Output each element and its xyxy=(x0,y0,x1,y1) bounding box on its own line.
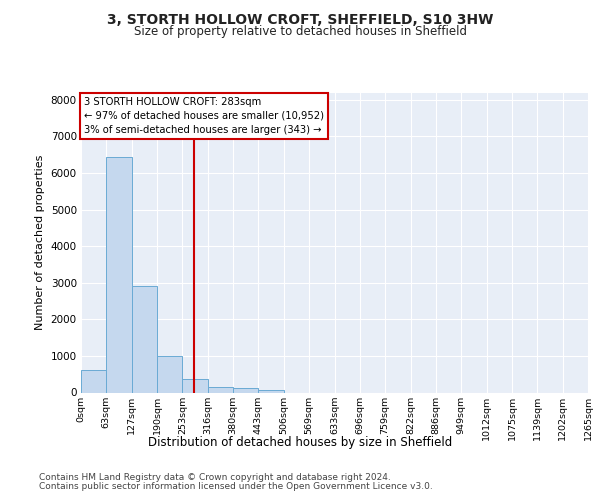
Bar xyxy=(259,390,284,392)
Bar xyxy=(81,370,106,392)
Text: Size of property relative to detached houses in Sheffield: Size of property relative to detached ho… xyxy=(133,25,467,38)
Text: Distribution of detached houses by size in Sheffield: Distribution of detached houses by size … xyxy=(148,436,452,449)
Bar xyxy=(157,356,182,393)
Bar xyxy=(182,380,208,392)
Bar xyxy=(132,286,157,393)
Text: Contains public sector information licensed under the Open Government Licence v3: Contains public sector information licen… xyxy=(39,482,433,491)
Bar xyxy=(208,386,233,392)
Y-axis label: Number of detached properties: Number of detached properties xyxy=(35,155,45,330)
Bar xyxy=(233,388,259,392)
Text: Contains HM Land Registry data © Crown copyright and database right 2024.: Contains HM Land Registry data © Crown c… xyxy=(39,472,391,482)
Text: 3, STORTH HOLLOW CROFT, SHEFFIELD, S10 3HW: 3, STORTH HOLLOW CROFT, SHEFFIELD, S10 3… xyxy=(107,12,493,26)
Bar xyxy=(106,158,132,392)
Text: 3 STORTH HOLLOW CROFT: 283sqm
← 97% of detached houses are smaller (10,952)
3% o: 3 STORTH HOLLOW CROFT: 283sqm ← 97% of d… xyxy=(83,97,323,135)
